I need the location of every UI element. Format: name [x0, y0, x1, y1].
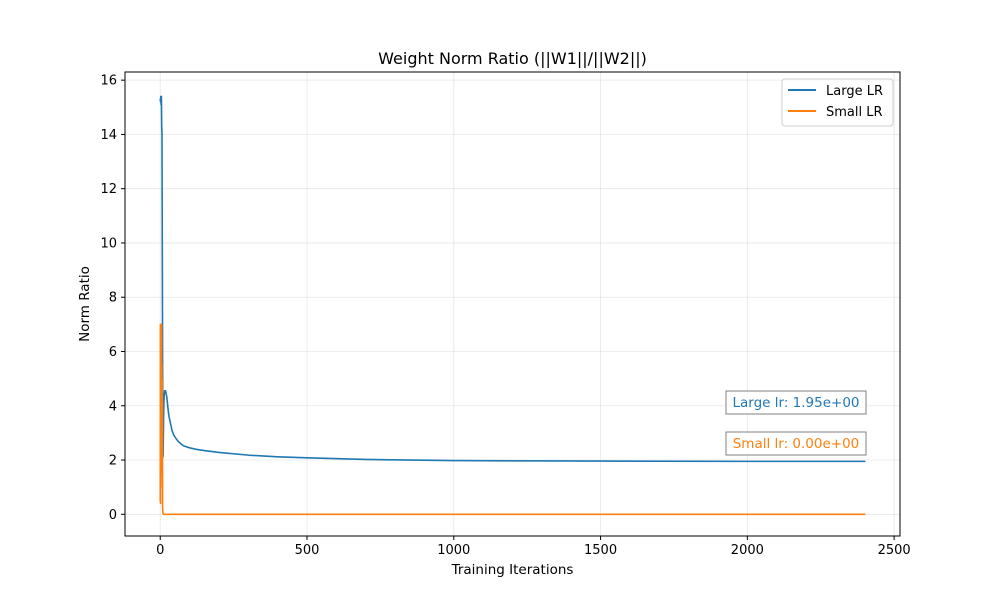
x-tick-label: 2500	[878, 543, 911, 558]
legend: Large LR Small LR	[781, 78, 894, 127]
y-tick-label: 12	[100, 182, 117, 197]
annotation-large-lr-text: Large lr: 1.95e+00	[732, 395, 859, 411]
y-tick-label: 10	[100, 236, 117, 251]
x-axis-label: Training Iterations	[451, 562, 574, 578]
y-tick-label: 16	[100, 74, 117, 89]
annotation-large-lr-box	[725, 390, 867, 415]
ticks: 0 500 1000 1500 2000 2500 0 2 4 6 8 10 12 14 16	[100, 74, 910, 558]
y-tick-label: 8	[109, 291, 117, 306]
annotation-small-lr: Small lr: 0.00e+00	[725, 431, 867, 456]
x-tick-label: 1000	[437, 543, 470, 558]
annotation-large-lr: Large lr: 1.95e+00	[725, 390, 867, 415]
x-tick-label: 500	[295, 543, 320, 558]
series-line-small-lr	[159, 323, 866, 516]
y-tick-label: 6	[109, 345, 117, 360]
y-tick-label: 4	[109, 399, 117, 414]
grid	[125, 72, 900, 536]
plot-frame	[124, 71, 901, 537]
x-tick-label: 0	[156, 543, 164, 558]
legend-label-small-lr: Small LR	[826, 105, 883, 120]
series-layer	[159, 95, 866, 516]
annotation-small-lr-box	[725, 431, 867, 456]
y-axis-label: Norm Ratio	[77, 266, 93, 342]
chart-title: Weight Norm Ratio (||W1||/||W2||)	[378, 49, 647, 68]
x-tick-label: 2000	[731, 543, 764, 558]
x-tick-label: 1500	[584, 543, 617, 558]
annotation-small-lr-text: Small lr: 0.00e+00	[733, 436, 860, 452]
y-tick-label: 0	[109, 508, 117, 523]
y-tick-label: 14	[100, 128, 117, 143]
y-tick-label: 2	[109, 454, 117, 469]
series-line-large-lr	[159, 95, 866, 463]
legend-label-large-lr: Large LR	[826, 84, 883, 99]
